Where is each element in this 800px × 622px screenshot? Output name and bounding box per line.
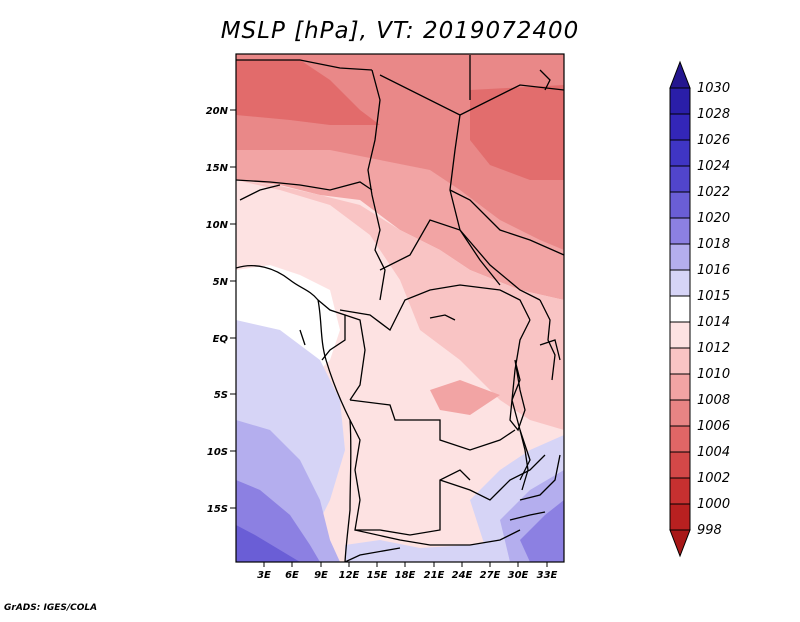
lon-label: 18E	[395, 570, 416, 581]
border-angola	[349, 419, 471, 536]
colorbar-boxes	[669, 87, 691, 531]
border-car	[379, 219, 541, 301]
colorbar-box	[669, 191, 691, 219]
colorbar-box	[669, 347, 691, 375]
border-sahel	[236, 179, 373, 191]
border-namibia	[354, 529, 521, 546]
colorbar-top-cap	[669, 60, 691, 89]
lon-ticks	[263, 562, 548, 567]
colorbar-label: 1002	[697, 471, 730, 486]
colorbar-label: 1030	[697, 81, 730, 96]
colorbar-box	[669, 321, 691, 349]
lat-label: EQ	[213, 334, 229, 345]
colorbar-label: 1028	[697, 107, 730, 122]
lon-label: 12E	[339, 570, 360, 581]
colorbar-label: 1008	[697, 393, 730, 408]
border-chad-west	[367, 69, 386, 301]
lat-label: 10S	[207, 447, 228, 458]
colorbar-label: 1026	[697, 133, 730, 148]
lon-label: 21E	[424, 570, 445, 581]
colorbar-box	[669, 217, 691, 245]
colorbar-label: 1016	[697, 263, 730, 278]
colorbar-box	[669, 373, 691, 401]
colorbar-box	[669, 243, 691, 271]
borders	[236, 55, 564, 562]
lon-labels: 3E 6E 9E 12E 15E 18E 21E 24E 27E 30E 33E	[257, 570, 557, 581]
colorbar-box	[669, 139, 691, 167]
colorbar-label: 1000	[697, 497, 730, 512]
colorbar-labels: 1028 1026 1024 1022 1020 1018 1016 1015 1014 1012…	[697, 107, 730, 538]
footer-credit: GrADS: IGES/COLA	[4, 603, 98, 613]
lon-label: 9E	[314, 570, 328, 581]
pressure-field	[236, 54, 564, 562]
colorbar-box	[669, 399, 691, 427]
colorbar-label: 1015	[697, 289, 730, 304]
colorbar-label: 998	[697, 523, 722, 538]
map-frame	[235, 53, 565, 563]
lat-labels: 20N 15N 10N 5N EQ 5S 10S 15S	[206, 106, 229, 515]
lon-label: 6E	[285, 570, 299, 581]
lake-outline	[509, 359, 526, 432]
border-gabon	[317, 299, 346, 361]
colorbar-label: 1004	[697, 445, 730, 460]
colorbar-box	[669, 451, 691, 479]
lat-label: 20N	[206, 106, 229, 117]
colorbar-bottom-cap	[669, 529, 691, 558]
lat-label: 10N	[206, 220, 229, 231]
lat-label: 15N	[206, 163, 229, 174]
lon-label: 24E	[452, 570, 473, 581]
colorbar-label: 1014	[697, 315, 730, 330]
colorbar-box	[669, 113, 691, 141]
border-drc-north	[339, 284, 531, 331]
border-zambia	[439, 454, 546, 501]
colorbar-box	[669, 295, 691, 323]
colorbar-box	[669, 503, 691, 531]
coastline-west	[236, 265, 352, 562]
lat-ticks	[230, 109, 236, 509]
chart-title: MSLP [hPa], VT: 2019072400	[220, 18, 580, 44]
lon-label: 15E	[367, 570, 388, 581]
lat-label: 15S	[207, 504, 228, 515]
lat-label: 5S	[214, 390, 228, 401]
colorbar-label: 1010	[697, 367, 730, 382]
lat-label: 5N	[213, 277, 229, 288]
colorbar-label: 1012	[697, 341, 730, 356]
colorbar: 1030 1028 1026 1024 1022 1020 1018 1016 1015 101…	[669, 60, 730, 558]
colorbar-box	[669, 425, 691, 453]
lon-label: 30E	[508, 570, 529, 581]
colorbar-label: 1020	[697, 211, 730, 226]
lon-label: 3E	[257, 570, 271, 581]
colorbar-label: 1006	[697, 419, 730, 434]
lon-label: 33E	[537, 570, 558, 581]
border-drc-south	[349, 399, 516, 451]
border-sudan	[459, 84, 564, 116]
colorbar-box	[669, 165, 691, 193]
colorbar-box	[669, 87, 691, 115]
lon-label: 27E	[480, 570, 501, 581]
colorbar-box	[669, 269, 691, 297]
colorbar-label: 1024	[697, 159, 730, 174]
colorbar-label: 1022	[697, 185, 730, 200]
colorbar-box	[669, 477, 691, 505]
colorbar-label: 1018	[697, 237, 730, 252]
